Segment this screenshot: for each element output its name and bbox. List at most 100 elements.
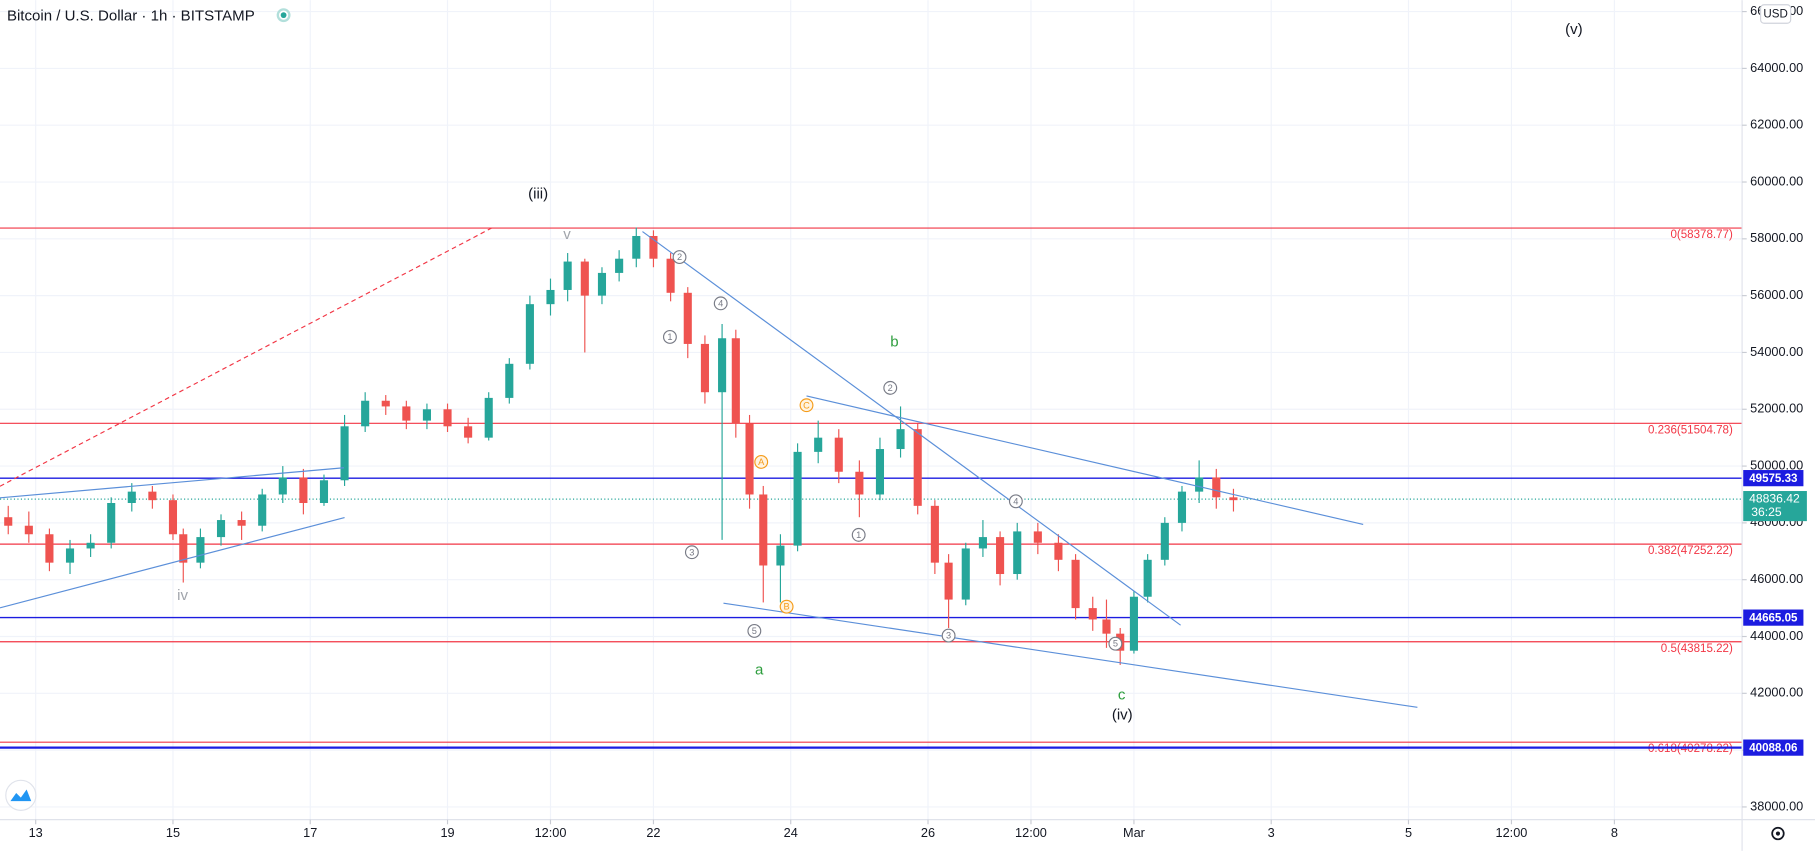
candle-body xyxy=(793,451,802,546)
y-tick-label: 58000.00 xyxy=(1750,230,1803,245)
y-tick-label: 60000.00 xyxy=(1750,173,1803,188)
time-axis-panel xyxy=(0,819,1743,851)
candle-body xyxy=(1088,608,1097,620)
wave-label: 3 xyxy=(689,547,694,557)
settings-button[interactable] xyxy=(1771,826,1785,841)
x-tick-label: 3 xyxy=(1268,825,1275,840)
candle-body xyxy=(996,537,1005,575)
candle-body xyxy=(4,517,13,526)
candle-body xyxy=(597,272,607,296)
currency-button-label[interactable]: USD xyxy=(1763,9,1787,21)
market-status-dot xyxy=(280,12,287,19)
trendline xyxy=(0,227,492,487)
candle-body xyxy=(319,480,329,504)
wave-label-circle xyxy=(851,527,866,542)
last-price-tag xyxy=(1743,491,1807,522)
price-tag-label: 49575.33 xyxy=(1749,473,1798,485)
candle-body xyxy=(422,409,431,421)
wave-label: B xyxy=(784,602,790,612)
wave-label: (v) xyxy=(1565,21,1583,38)
candle-body xyxy=(632,235,641,259)
candle-body xyxy=(196,537,205,563)
countdown-label: 36:25 xyxy=(1751,505,1782,519)
y-tick-label: 42000.00 xyxy=(1750,685,1803,700)
y-tick-label: 56000.00 xyxy=(1750,287,1803,302)
wave-label: 4 xyxy=(1013,496,1018,506)
last-price-label: 48836.42 xyxy=(1749,491,1800,505)
fib-label: 0.5(43815.22) xyxy=(1661,643,1733,655)
wave-label: 3 xyxy=(946,631,951,641)
wave-label: v xyxy=(563,226,571,243)
wave-label: a xyxy=(755,661,764,678)
x-tick-label: 24 xyxy=(784,825,798,840)
trendline xyxy=(723,602,1418,708)
candle-body xyxy=(1229,497,1238,501)
y-tick-label: 54000.00 xyxy=(1750,344,1803,359)
candle-body xyxy=(1102,619,1111,634)
x-tick-label: 8 xyxy=(1611,825,1618,840)
candle-body xyxy=(86,542,95,549)
fib-label: 0.618(40278.22) xyxy=(1648,743,1733,755)
currency-button[interactable]: USD xyxy=(1760,4,1792,24)
wave-label: 5 xyxy=(752,626,757,636)
candle-body xyxy=(179,534,188,563)
settings-icon[interactable] xyxy=(1771,826,1785,841)
wave-label: A xyxy=(758,457,765,467)
wave-label: 5 xyxy=(1113,639,1118,649)
wave-label-circle xyxy=(941,628,956,643)
candle-body xyxy=(464,426,473,438)
x-tick-label: 12:00 xyxy=(1496,825,1528,840)
y-tick-label: 46000.00 xyxy=(1750,571,1803,586)
candle-body xyxy=(127,491,136,504)
fib-label: 0.236(51504.78) xyxy=(1648,424,1733,436)
candle-body xyxy=(930,505,939,563)
wave-label: iv xyxy=(177,587,188,604)
candle-body xyxy=(361,400,370,427)
currency-button-box[interactable] xyxy=(1760,4,1792,24)
candle-body xyxy=(443,409,452,427)
wave-label-circle xyxy=(1108,636,1123,651)
candle-body xyxy=(1177,491,1187,523)
x-tick-label: 13 xyxy=(29,825,43,840)
wave-label-circle xyxy=(747,623,762,638)
candle-body xyxy=(580,261,589,296)
wave-label-circle xyxy=(779,599,794,614)
candle-body xyxy=(961,548,970,600)
logo-icon xyxy=(10,789,32,802)
candle-body xyxy=(649,235,658,259)
wave-label: (iv) xyxy=(1112,706,1133,723)
price-tag-label: 44665.05 xyxy=(1749,612,1798,624)
logo-circle[interactable] xyxy=(5,779,37,811)
candle-body xyxy=(45,534,54,563)
candle-body xyxy=(1129,596,1138,651)
trendline xyxy=(0,516,345,609)
candle-body xyxy=(278,477,287,495)
wave-label: 2 xyxy=(677,252,682,262)
logo[interactable] xyxy=(5,779,37,811)
price-tag xyxy=(1743,739,1804,756)
candle-body xyxy=(1033,531,1042,543)
settings-icon-center xyxy=(1775,831,1781,836)
trendline xyxy=(0,467,344,499)
candle-body xyxy=(855,471,864,495)
x-tick-label: 17 xyxy=(303,825,317,840)
candle-body xyxy=(216,520,226,538)
wave-label-circle xyxy=(662,329,677,344)
x-tick-label: 26 xyxy=(921,825,935,840)
candle-body xyxy=(615,258,624,273)
wave-label-circle xyxy=(672,250,687,265)
candle-body xyxy=(978,537,987,549)
x-tick-label: 12:00 xyxy=(535,825,567,840)
candle-body xyxy=(24,525,33,535)
candle-body xyxy=(505,363,514,398)
x-tick-label: 15 xyxy=(166,825,180,840)
grid-layer xyxy=(0,0,1743,820)
wave-label: c xyxy=(1118,687,1126,704)
candle-body xyxy=(1143,559,1152,597)
candle-body xyxy=(666,258,675,293)
candle-body xyxy=(1195,477,1204,492)
candle-body xyxy=(168,500,178,535)
symbol-title: Bitcoin / U.S. Dollar · 1h · BITSTAMP xyxy=(7,7,255,24)
candle-body xyxy=(718,338,727,393)
